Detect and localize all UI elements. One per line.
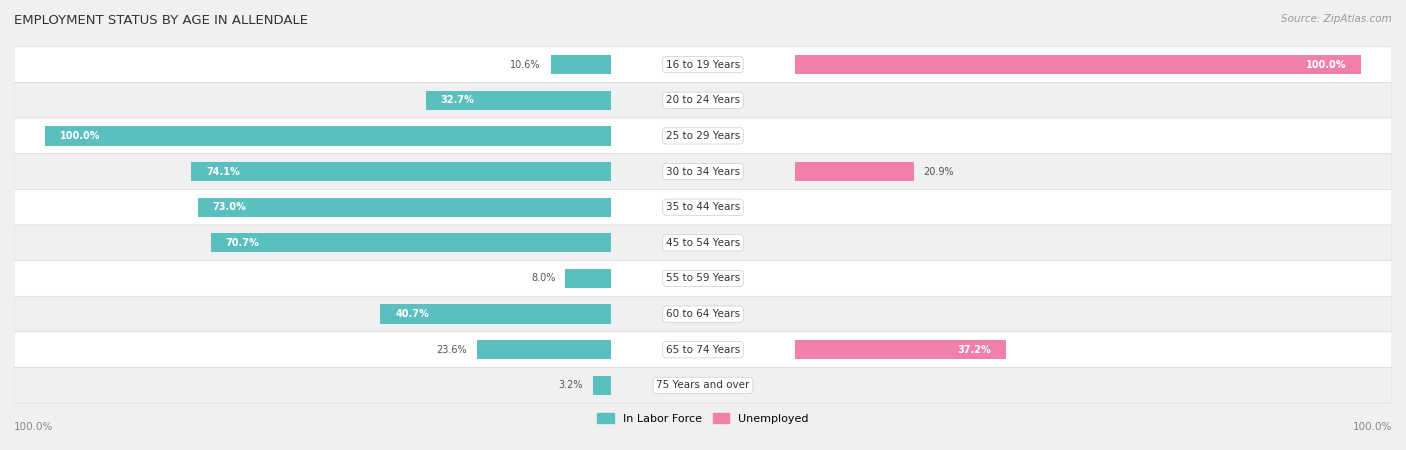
Text: 70.7%: 70.7% — [225, 238, 259, 248]
Text: 30 to 34 Years: 30 to 34 Years — [666, 166, 740, 176]
Bar — [426, 90, 610, 110]
Bar — [796, 340, 1005, 360]
Bar — [796, 162, 914, 181]
FancyBboxPatch shape — [14, 332, 1392, 368]
Text: 25 to 29 Years: 25 to 29 Years — [666, 131, 740, 141]
FancyBboxPatch shape — [14, 47, 1392, 82]
Text: 55 to 59 Years: 55 to 59 Years — [666, 274, 740, 284]
Text: 20.9%: 20.9% — [924, 166, 955, 176]
Bar — [477, 340, 610, 360]
FancyBboxPatch shape — [14, 261, 1392, 296]
Text: Source: ZipAtlas.com: Source: ZipAtlas.com — [1281, 14, 1392, 23]
Text: 32.7%: 32.7% — [440, 95, 474, 105]
Text: 8.0%: 8.0% — [531, 274, 555, 284]
Text: 60 to 64 Years: 60 to 64 Years — [666, 309, 740, 319]
Text: 10.6%: 10.6% — [510, 59, 541, 70]
FancyBboxPatch shape — [14, 189, 1392, 225]
Text: 40.7%: 40.7% — [395, 309, 429, 319]
Bar — [198, 198, 610, 217]
Text: 3.2%: 3.2% — [558, 380, 582, 391]
Text: 73.0%: 73.0% — [212, 202, 246, 212]
Text: 100.0%: 100.0% — [1353, 422, 1392, 432]
Text: 23.6%: 23.6% — [437, 345, 467, 355]
FancyBboxPatch shape — [14, 118, 1392, 154]
Text: 100.0%: 100.0% — [1306, 59, 1347, 70]
Text: 75 Years and over: 75 Years and over — [657, 380, 749, 391]
Text: 16 to 19 Years: 16 to 19 Years — [666, 59, 740, 70]
Bar — [551, 55, 610, 74]
Bar — [45, 126, 610, 145]
Legend: In Labor Force, Unemployed: In Labor Force, Unemployed — [593, 409, 813, 428]
Bar — [381, 305, 610, 324]
FancyBboxPatch shape — [14, 296, 1392, 332]
Text: EMPLOYMENT STATUS BY AGE IN ALLENDALE: EMPLOYMENT STATUS BY AGE IN ALLENDALE — [14, 14, 308, 27]
FancyBboxPatch shape — [14, 225, 1392, 261]
Bar — [592, 376, 610, 395]
Bar — [191, 162, 610, 181]
Text: 100.0%: 100.0% — [59, 131, 100, 141]
Text: 20 to 24 Years: 20 to 24 Years — [666, 95, 740, 105]
FancyBboxPatch shape — [14, 154, 1392, 189]
FancyBboxPatch shape — [14, 82, 1392, 118]
Text: 35 to 44 Years: 35 to 44 Years — [666, 202, 740, 212]
Bar — [211, 233, 610, 252]
Text: 37.2%: 37.2% — [957, 345, 991, 355]
Bar — [565, 269, 610, 288]
Text: 65 to 74 Years: 65 to 74 Years — [666, 345, 740, 355]
Text: 45 to 54 Years: 45 to 54 Years — [666, 238, 740, 248]
FancyBboxPatch shape — [14, 368, 1392, 403]
Text: 100.0%: 100.0% — [14, 422, 53, 432]
Text: 74.1%: 74.1% — [207, 166, 240, 176]
Bar — [796, 55, 1361, 74]
